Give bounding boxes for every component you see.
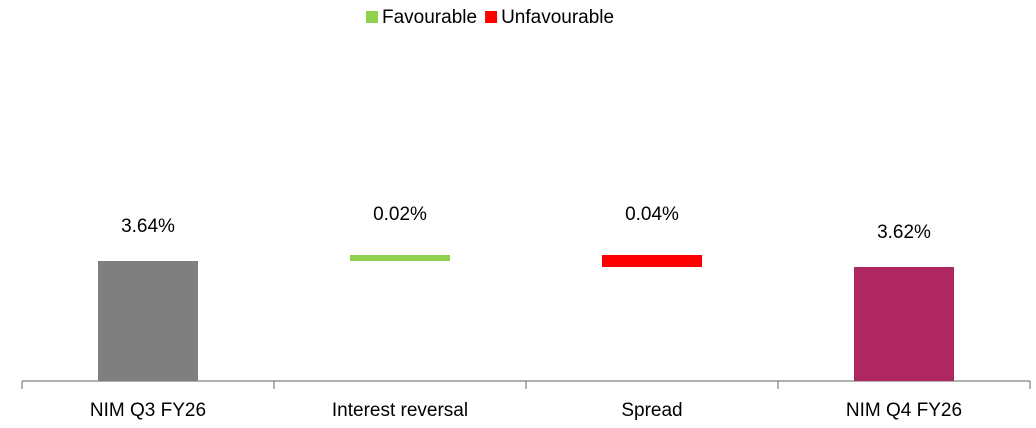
x-tick-label: Interest reversal bbox=[332, 400, 468, 421]
value-label: 0.02% bbox=[373, 204, 427, 225]
value-label: 0.04% bbox=[625, 204, 679, 225]
x-tick-label: NIM Q3 FY26 bbox=[90, 400, 206, 421]
axis-ticks bbox=[21, 381, 1031, 389]
step-bar bbox=[350, 255, 450, 261]
legend-label: Favourable bbox=[382, 7, 477, 28]
value-label: 3.64% bbox=[121, 216, 175, 237]
x-tick-label: Spread bbox=[621, 400, 682, 421]
x-tick-label: NIM Q4 FY26 bbox=[846, 400, 962, 421]
total-bar bbox=[854, 267, 954, 381]
total-bar bbox=[98, 261, 198, 381]
value-label: 3.62% bbox=[877, 222, 931, 243]
legend-swatch bbox=[485, 11, 498, 23]
legend-swatch bbox=[366, 11, 378, 23]
step-bar bbox=[602, 255, 702, 267]
legend-label: Unfavourable bbox=[501, 7, 614, 28]
